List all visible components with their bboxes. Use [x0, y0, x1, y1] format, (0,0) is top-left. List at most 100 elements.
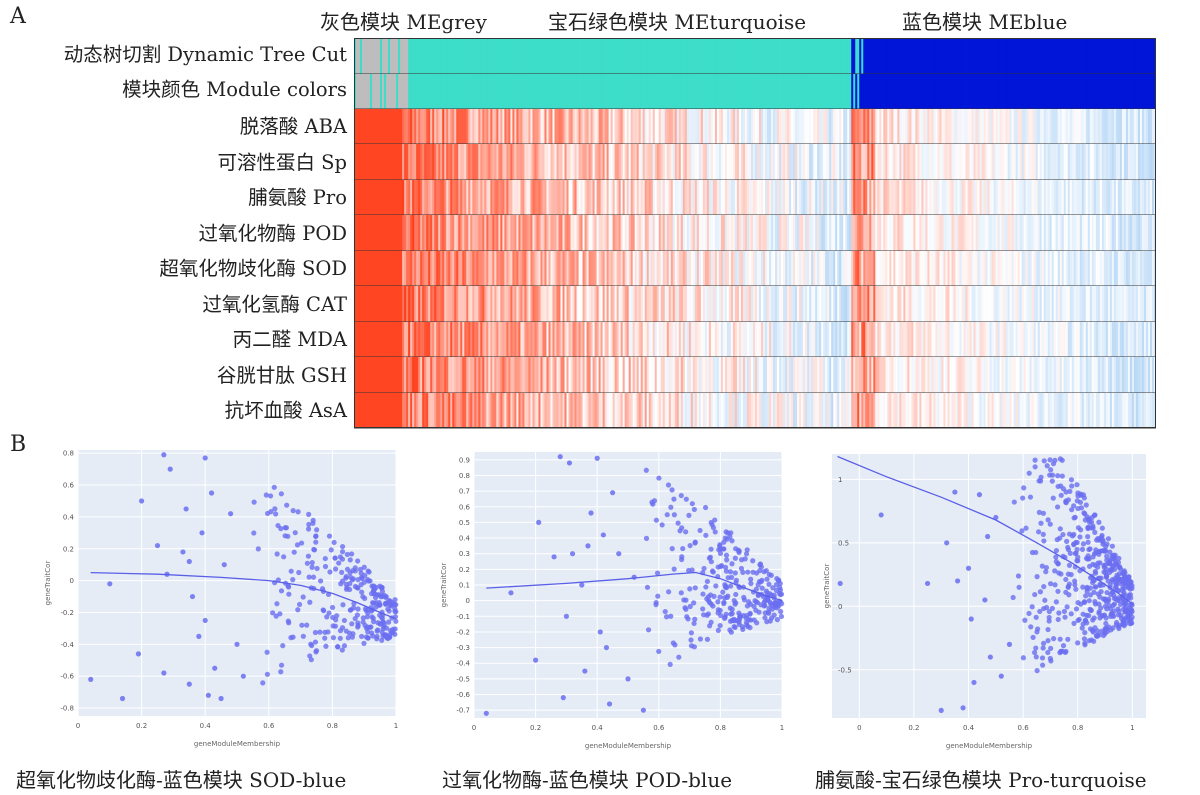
- data-point: [234, 641, 240, 647]
- y-tick-label: 0.4: [63, 513, 75, 521]
- data-point: [701, 565, 707, 572]
- data-point: [1102, 569, 1108, 576]
- data-point: [703, 532, 709, 538]
- data-point: [309, 642, 315, 649]
- data-point: [349, 551, 355, 557]
- data-point: [267, 493, 274, 499]
- data-point: [1071, 620, 1077, 626]
- data-point: [1086, 638, 1092, 644]
- data-point: [1041, 458, 1047, 464]
- data-point: [955, 578, 961, 584]
- data-point: [732, 601, 738, 607]
- data-point: [483, 710, 489, 716]
- data-point: [1073, 539, 1079, 546]
- data-point: [1100, 539, 1106, 545]
- panel-b-letter: B: [10, 432, 27, 457]
- data-point: [960, 705, 966, 711]
- data-point: [331, 539, 337, 546]
- data-point: [380, 626, 386, 632]
- data-point: [1063, 489, 1069, 495]
- data-point: [1056, 570, 1062, 576]
- data-point: [723, 552, 730, 558]
- data-point: [728, 583, 734, 589]
- data-point: [208, 490, 215, 496]
- data-point: [1055, 483, 1061, 490]
- data-point: [733, 591, 739, 598]
- data-point: [1096, 519, 1102, 525]
- caption-pro-turquoise: 脯氨酸-宝石绿色模块 Pro-turquoise: [815, 768, 1147, 792]
- data-point: [1038, 520, 1044, 526]
- data-point: [757, 568, 763, 574]
- data-point: [1045, 626, 1051, 633]
- data-point: [339, 647, 345, 653]
- data-point: [346, 630, 353, 636]
- data-point: [700, 591, 706, 597]
- data-point: [1082, 642, 1088, 648]
- data-point: [745, 569, 751, 575]
- data-point: [718, 562, 725, 569]
- data-point: [715, 627, 721, 633]
- data-point: [1055, 504, 1061, 510]
- data-point: [1111, 595, 1118, 602]
- data-point: [1047, 655, 1053, 662]
- data-point: [1055, 561, 1061, 567]
- data-point: [291, 549, 297, 555]
- data-point: [766, 581, 772, 587]
- data-point: [332, 566, 339, 572]
- data-point: [1121, 619, 1127, 625]
- data-point: [349, 621, 355, 627]
- data-point: [1023, 525, 1029, 531]
- data-point: [383, 601, 389, 607]
- data-point: [341, 617, 348, 624]
- data-point: [1033, 645, 1039, 651]
- data-point: [322, 563, 329, 570]
- data-point: [563, 613, 569, 619]
- data-point: [306, 521, 312, 528]
- x-tick-label: 0.4: [592, 724, 604, 732]
- data-point: [360, 619, 366, 625]
- y-tick-label: -0.4: [60, 641, 74, 649]
- data-point: [300, 594, 306, 600]
- x-tick-label: 0.6: [653, 724, 665, 732]
- data-point: [1079, 546, 1086, 552]
- heatmap-row-5: [354, 215, 1156, 251]
- data-point: [944, 540, 950, 546]
- data-point: [314, 527, 320, 533]
- data-point: [1010, 594, 1016, 601]
- data-point: [1050, 495, 1056, 501]
- data-point: [305, 553, 312, 559]
- data-point: [776, 590, 783, 596]
- data-point: [665, 482, 672, 488]
- data-point: [290, 507, 296, 514]
- data-point: [585, 543, 591, 549]
- data-point: [656, 475, 662, 481]
- data-point: [722, 615, 728, 621]
- data-point: [732, 555, 738, 561]
- data-point: [664, 512, 670, 518]
- data-point: [322, 635, 328, 641]
- data-point: [1089, 514, 1095, 521]
- data-point: [1062, 614, 1068, 620]
- data-point: [360, 615, 366, 621]
- data-point: [759, 577, 765, 583]
- data-point: [1068, 477, 1075, 483]
- data-point: [750, 558, 756, 564]
- data-point: [359, 589, 365, 595]
- y-tick-label: 0.4: [459, 535, 471, 543]
- data-point: [683, 597, 689, 603]
- data-point: [729, 538, 735, 544]
- data-point: [1030, 634, 1036, 640]
- data-point: [292, 530, 298, 536]
- data-point: [680, 545, 686, 552]
- data-point: [697, 636, 704, 642]
- data-point: [536, 519, 542, 526]
- data-point: [1036, 509, 1042, 515]
- x-tick-label: 1: [394, 722, 398, 730]
- data-point: [299, 622, 305, 628]
- data-point: [1045, 638, 1051, 644]
- data-point: [1075, 493, 1081, 499]
- data-point: [678, 492, 684, 499]
- data-point: [998, 673, 1004, 679]
- y-tick-label: 0.2: [459, 566, 470, 574]
- data-point: [1019, 528, 1025, 534]
